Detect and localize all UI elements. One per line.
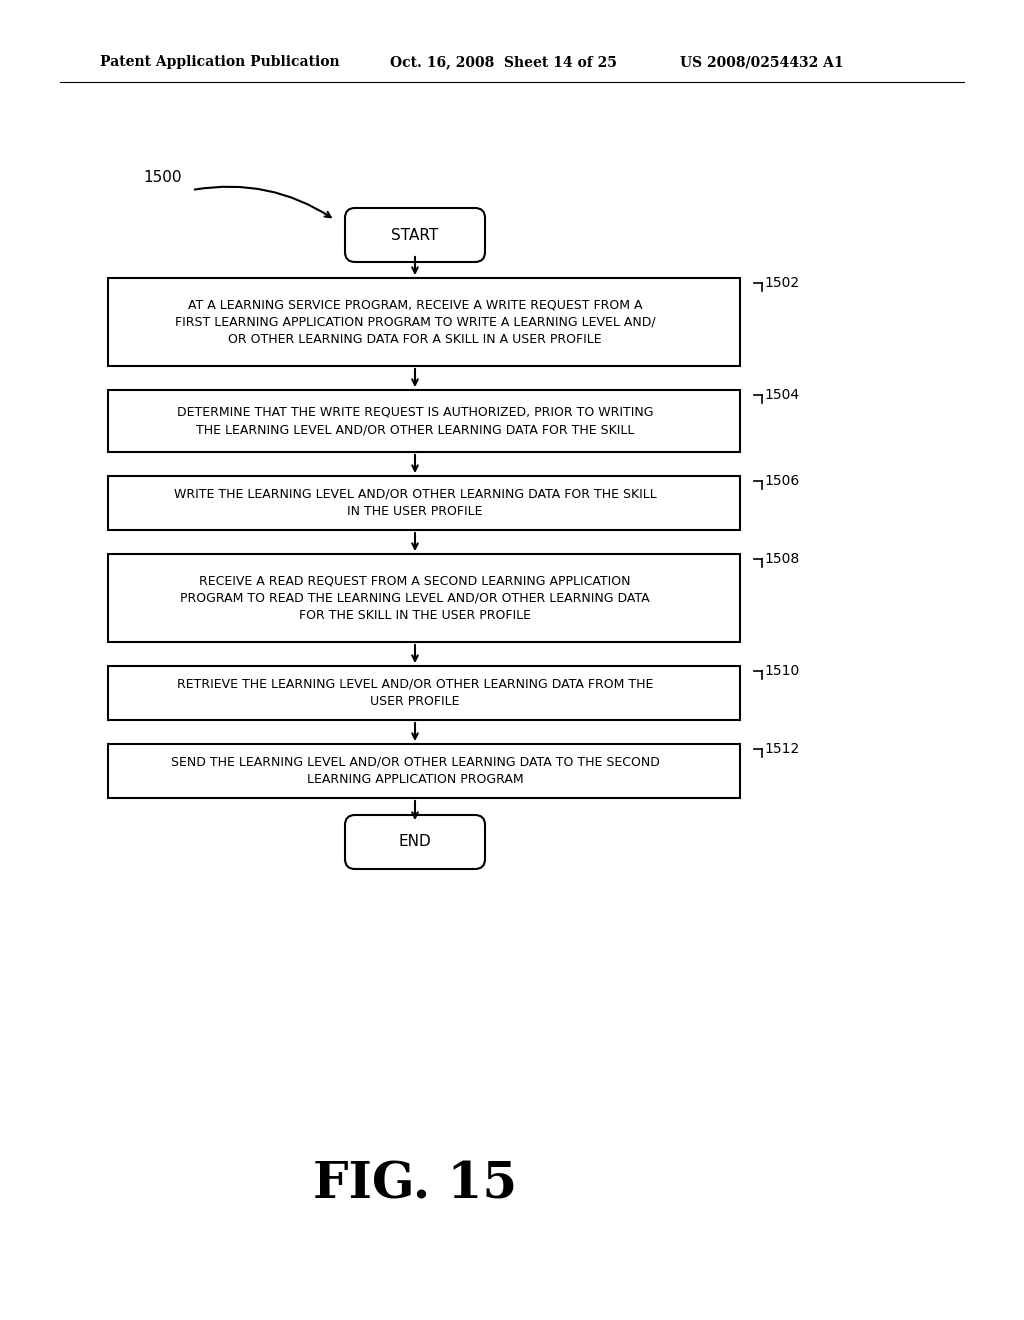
Text: 1508: 1508 [764,552,800,566]
Bar [108,477,740,531]
Text: END: END [398,834,431,850]
Text: 1500: 1500 [143,170,181,186]
Text: FIG. 15: FIG. 15 [313,1160,517,1209]
Text: WRITE THE LEARNING LEVEL AND/OR OTHER LEARNING DATA FOR THE SKILL
IN THE USER PR: WRITE THE LEARNING LEVEL AND/OR OTHER LE… [174,488,656,519]
Text: 1510: 1510 [764,664,800,678]
Text: AT A LEARNING SERVICE PROGRAM, RECEIVE A WRITE REQUEST FROM A
FIRST LEARNING APP: AT A LEARNING SERVICE PROGRAM, RECEIVE A… [175,298,655,346]
Text: US 2008/0254432 A1: US 2008/0254432 A1 [680,55,844,69]
Text: 1502: 1502 [764,276,799,290]
Bar [108,667,740,719]
Text: RECEIVE A READ REQUEST FROM A SECOND LEARNING APPLICATION
PROGRAM TO READ THE LE: RECEIVE A READ REQUEST FROM A SECOND LEA… [180,574,650,622]
Text: Oct. 16, 2008  Sheet 14 of 25: Oct. 16, 2008 Sheet 14 of 25 [390,55,616,69]
Bar [108,744,740,799]
Text: 1512: 1512 [764,742,800,756]
FancyBboxPatch shape [345,209,485,261]
FancyBboxPatch shape [345,814,485,869]
Text: Patent Application Publication: Patent Application Publication [100,55,340,69]
Bar [108,554,740,642]
Text: START: START [391,227,438,243]
Text: 1504: 1504 [764,388,799,403]
Bar [108,279,740,366]
Text: 1506: 1506 [764,474,800,488]
Text: DETERMINE THAT THE WRITE REQUEST IS AUTHORIZED, PRIOR TO WRITING
THE LEARNING LE: DETERMINE THAT THE WRITE REQUEST IS AUTH… [177,405,653,436]
Text: RETRIEVE THE LEARNING LEVEL AND/OR OTHER LEARNING DATA FROM THE
USER PROFILE: RETRIEVE THE LEARNING LEVEL AND/OR OTHER… [177,677,653,709]
Text: SEND THE LEARNING LEVEL AND/OR OTHER LEARNING DATA TO THE SECOND
LEARNING APPLIC: SEND THE LEARNING LEVEL AND/OR OTHER LEA… [171,756,659,787]
Bar [108,389,740,451]
